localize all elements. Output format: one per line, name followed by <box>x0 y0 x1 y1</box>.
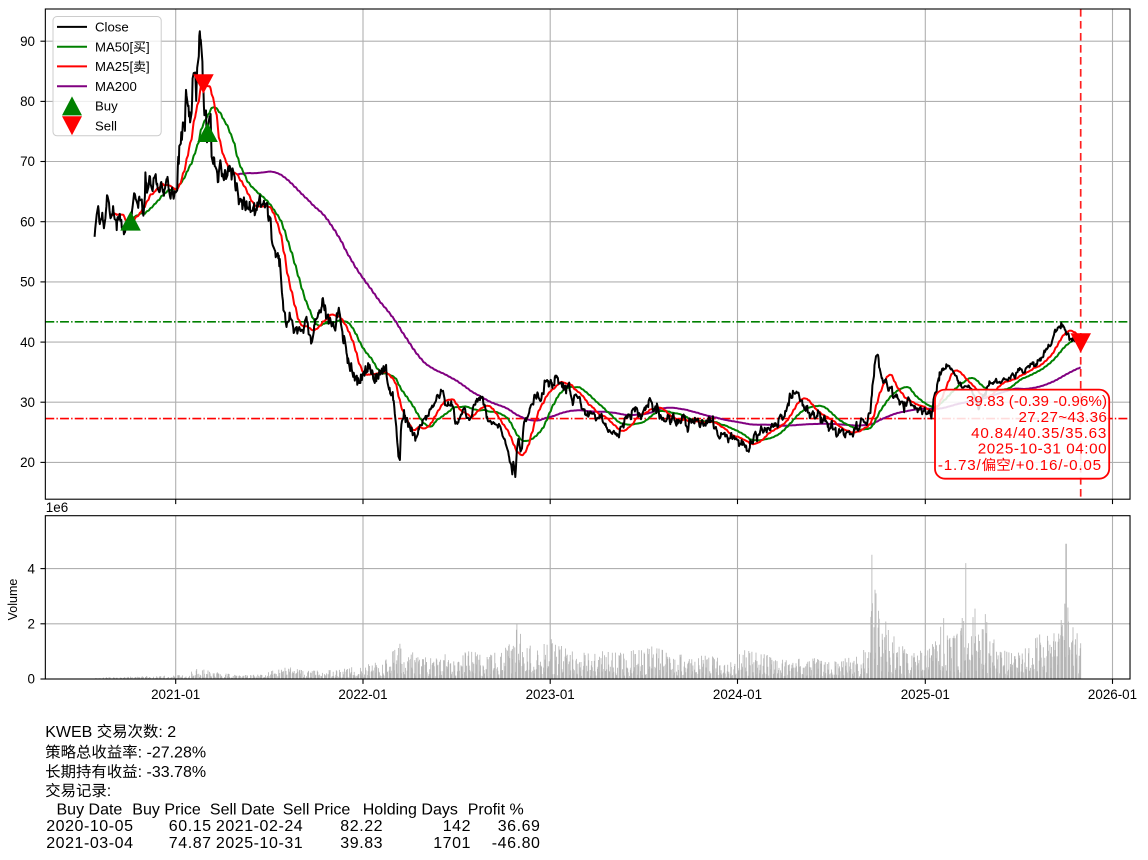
svg-text:27.27~43.36: 27.27~43.36 <box>1019 409 1108 426</box>
svg-text:-1.73/: -1.73/ <box>938 457 982 474</box>
svg-text:70: 70 <box>20 154 35 169</box>
svg-text:50: 50 <box>20 275 35 290</box>
svg-text:: 2: : 2 <box>158 724 176 741</box>
svg-text:MA200: MA200 <box>95 79 137 94</box>
svg-text:Sell Date: Sell Date <box>210 801 275 818</box>
svg-text:2021-03-04: 2021-03-04 <box>46 835 133 852</box>
svg-text:20: 20 <box>20 455 35 470</box>
svg-text:142: 142 <box>443 818 471 835</box>
svg-text:2020-10-05: 2020-10-05 <box>46 818 133 835</box>
svg-text:2025-10-31 04:00: 2025-10-31 04:00 <box>978 441 1108 458</box>
svg-text:80: 80 <box>20 94 35 109</box>
svg-text:2: 2 <box>28 617 35 632</box>
svg-text:]: ] <box>146 59 150 74</box>
svg-text:: -33.78%: : -33.78% <box>138 764 206 781</box>
svg-text:39.83 (-0.39 -0.96%): 39.83 (-0.39 -0.96%) <box>966 393 1107 410</box>
svg-text:2026-01: 2026-01 <box>1088 687 1137 702</box>
svg-text:74.87: 74.87 <box>169 835 212 852</box>
svg-text:Buy: Buy <box>95 99 118 114</box>
svg-text:Close: Close <box>95 20 129 35</box>
svg-text:2025-10-31: 2025-10-31 <box>216 835 303 852</box>
svg-text:]: ] <box>146 39 150 54</box>
svg-text:Buy Date: Buy Date <box>57 801 123 818</box>
svg-text:2025-01: 2025-01 <box>901 687 950 702</box>
svg-text:Sell Price: Sell Price <box>283 801 351 818</box>
svg-text:2022-01: 2022-01 <box>338 687 387 702</box>
svg-text:MA25[: MA25[ <box>95 59 133 74</box>
svg-text:90: 90 <box>20 34 35 49</box>
svg-text:: -27.28%: : -27.28% <box>138 745 206 762</box>
svg-text:2021-01: 2021-01 <box>151 687 200 702</box>
svg-text:82.22: 82.22 <box>340 818 383 835</box>
svg-text:1701: 1701 <box>433 835 471 852</box>
svg-text:30: 30 <box>20 395 35 410</box>
svg-text:1e6: 1e6 <box>46 500 68 515</box>
svg-text:-46.80: -46.80 <box>492 835 541 852</box>
svg-text:MA50[: MA50[ <box>95 39 133 54</box>
svg-text:40: 40 <box>20 335 35 350</box>
svg-text:Volume: Volume <box>6 579 20 621</box>
svg-text:KWEB: KWEB <box>45 724 92 741</box>
svg-text:0: 0 <box>28 672 35 687</box>
svg-text:36.69: 36.69 <box>498 818 541 835</box>
svg-text:4: 4 <box>28 561 36 576</box>
svg-text:/+0.16/-0.05: /+0.16/-0.05 <box>1011 457 1102 474</box>
svg-text:2023-01: 2023-01 <box>526 687 575 702</box>
svg-text:Sell: Sell <box>95 118 117 133</box>
svg-text:Holding Days: Holding Days <box>363 801 458 818</box>
svg-text:60: 60 <box>20 214 35 229</box>
svg-text:60.15: 60.15 <box>169 818 212 835</box>
svg-text::: : <box>107 783 111 800</box>
svg-text:2024-01: 2024-01 <box>713 687 762 702</box>
svg-text:Profit %: Profit % <box>468 801 524 818</box>
svg-text:Buy Price: Buy Price <box>132 801 201 818</box>
svg-text:39.83: 39.83 <box>340 835 383 852</box>
svg-text:2021-02-24: 2021-02-24 <box>216 818 303 835</box>
svg-text:40.84/40.35/35.63: 40.84/40.35/35.63 <box>971 425 1107 442</box>
